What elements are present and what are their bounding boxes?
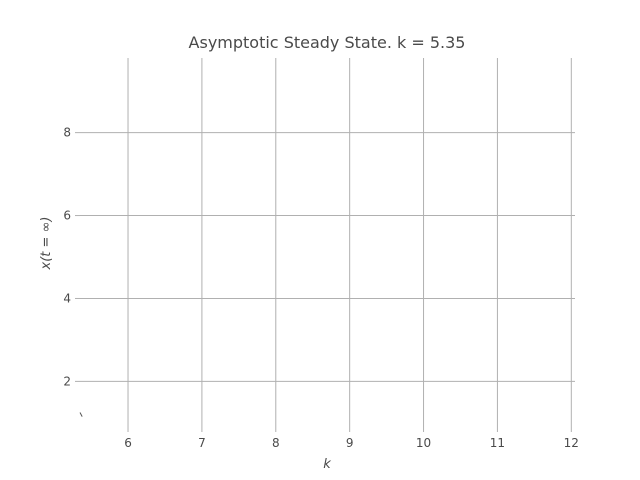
x-tick-label: 9 [346, 436, 354, 450]
x-tick-label: 12 [564, 436, 579, 450]
y-tick-label: 2 [63, 374, 71, 388]
tick-labels: 6 7 8 9 10 11 12 2 4 6 8 [63, 126, 579, 450]
x-axis-label: k [323, 457, 331, 472]
x-tick-label: 7 [198, 436, 206, 450]
x-tick-label: 10 [416, 436, 431, 450]
grid-lines [75, 58, 575, 432]
y-tick-label: 6 [63, 209, 71, 223]
x-tick-label: 8 [272, 436, 280, 450]
x-tick-label: 11 [490, 436, 505, 450]
x-tick-label: 6 [124, 436, 132, 450]
chart-title: Asymptotic Steady State. k = 5.35 [189, 33, 466, 52]
series-line [79, 412, 83, 417]
y-tick-label: 8 [63, 126, 71, 140]
series-layer [79, 412, 83, 417]
y-axis-label: x(t = ∞) [39, 217, 54, 271]
y-tick-label: 4 [63, 291, 71, 305]
